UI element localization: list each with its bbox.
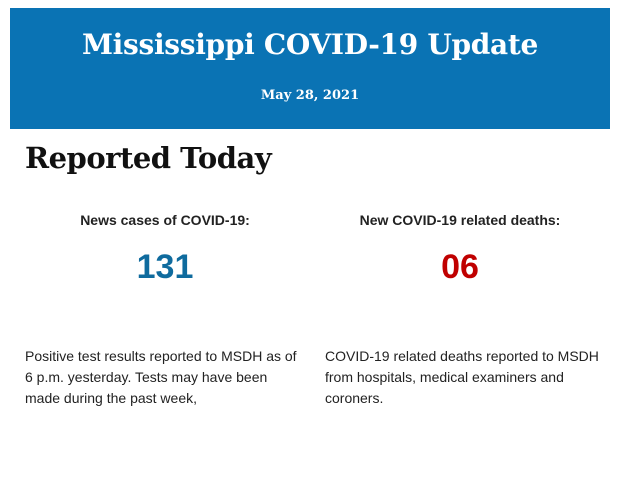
section-heading: Reported Today	[25, 141, 272, 175]
header-banner: Mississippi COVID-19 Update May 28, 2021	[10, 8, 610, 129]
new-deaths-value: 06	[441, 248, 479, 286]
banner-date: May 28, 2021	[260, 88, 360, 103]
new-deaths-label: New COVID-19 related deaths:	[359, 212, 561, 228]
new-cases-description: Positive test results reported to MSDH a…	[25, 348, 297, 406]
new-cases-value: 131	[136, 248, 194, 286]
new-deaths-stat: New COVID-19 related deaths: 06	[315, 212, 605, 287]
new-cases-label: News cases of COVID-19:	[80, 212, 250, 228]
banner-title: Mississippi COVID-19 Update	[81, 28, 538, 61]
new-deaths-description: COVID-19 related deaths reported to MSDH…	[325, 348, 599, 406]
new-cases-stat: News cases of COVID-19: 131	[20, 212, 310, 287]
